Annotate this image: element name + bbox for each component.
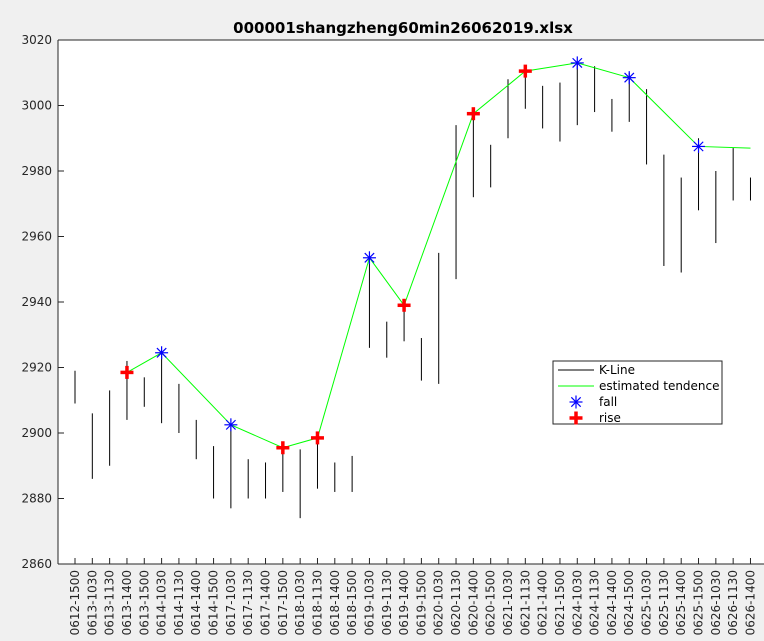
x-tick-label: 0621-1400 [536,570,550,635]
y-tick-label: 2860 [21,557,52,571]
fall-marker [224,418,238,432]
rise-marker [276,441,290,455]
x-tick-label: 0618-1130 [310,570,324,635]
legend-rise-symbol [569,411,583,425]
x-tick-label: 0619-1030 [362,570,376,635]
legend-tendence-label: estimated tendence [599,379,720,393]
x-tick-label: 0620-1030 [432,570,446,635]
y-tick-label: 2880 [21,492,52,506]
y-axis-ticks: 2860 2880 2900 2920 2940 2960 2980 3000 3020 [21,33,64,571]
plot-axes[interactable]: 2860 2880 2900 2920 2940 2960 2980 3000 3020 061… [21,33,764,635]
fall-marker-stroke [225,419,236,430]
x-tick-label: 0624-1030 [570,570,584,635]
rise-marker [397,298,411,312]
fall-marker [155,346,169,360]
x-tick-label: 0617-1500 [276,570,290,635]
x-tick-label: 0618-1500 [345,570,359,635]
x-tick-label: 0618-1400 [328,570,342,635]
x-axis-ticks: 0612-1500 0613-1030 0613-1130 0613-1400 0613… [68,558,757,635]
x-tick-label: 0626-1130 [726,570,740,635]
x-tick-label: 0619-1500 [414,570,428,635]
legend-rise-label: rise [599,411,621,425]
fall-marker-stroke [693,141,704,152]
y-tick-label: 2960 [21,230,52,244]
x-tick-label: 0621-1500 [553,570,567,635]
x-tick-label: 0614-1400 [189,570,203,635]
x-tick-label: 0614-1030 [155,570,169,635]
rise-marker [466,107,480,121]
y-tick-label: 2920 [21,361,52,375]
x-tick-label: 0620-1400 [466,570,480,635]
x-tick-label: 0613-1400 [120,570,134,635]
plot-area [58,40,764,564]
x-tick-label: 0626-1400 [743,570,757,635]
x-tick-label: 0626-1030 [709,570,723,635]
x-tick-label: 0619-1130 [380,570,394,635]
chart-title: 000001shangzheng60min26062019.xlsx [233,19,573,37]
legend: K-Line estimated tendence fall rise [552,360,723,425]
marker-layer [120,56,706,455]
x-tick-label: 0619-1400 [397,570,411,635]
legend-rise-marker [569,411,583,425]
x-tick-label: 0624-1400 [605,570,619,635]
x-tick-label: 0618-1030 [293,570,307,635]
fall-marker [622,71,636,85]
x-tick-label: 0614-1130 [172,570,186,635]
fall-marker-stroke [364,252,375,263]
legend-fall-marker [569,395,583,409]
x-tick-label: 0612-1500 [68,570,82,635]
fall-marker-stroke [624,72,635,83]
x-tick-label: 0613-1030 [85,570,99,635]
fall-marker-stroke [156,347,167,358]
x-tick-label: 0621-1030 [501,570,515,635]
x-tick-label: 0620-1500 [484,570,498,635]
x-tick-label: 0620-1130 [449,570,463,635]
fall-marker [692,139,706,153]
y-tick-label: 3020 [21,33,52,47]
x-tick-label: 0617-1130 [241,570,255,635]
x-tick-label: 0624-1130 [588,570,602,635]
legend-fall-label: fall [599,395,617,409]
x-tick-label: 0625-1400 [674,570,688,635]
x-tick-label: 0624-1500 [622,570,636,635]
x-tick-label: 0613-1500 [137,570,151,635]
x-tick-label: 0613-1130 [103,570,117,635]
x-tick-label: 0625-1130 [657,570,671,635]
x-tick-label: 0614-1500 [207,570,221,635]
legend-fall-symbol [569,395,583,409]
fall-marker-stroke [572,57,583,69]
rise-marker [310,431,324,445]
rise-marker [518,64,532,78]
y-tick-label: 3000 [21,99,52,113]
x-tick-label: 0617-1400 [259,570,273,635]
fall-marker-stroke [570,396,582,408]
legend-kline-label: K-Line [599,363,635,377]
legend-box [552,360,723,425]
x-tick-label: 0625-1030 [640,570,654,635]
x-tick-label: 0621-1130 [518,570,532,635]
y-tick-label: 2940 [21,295,52,309]
y-tick-label: 2900 [21,426,52,440]
y-tick-label: 2980 [21,164,52,178]
x-tick-label: 0617-1030 [224,570,238,635]
rise-marker [120,365,134,379]
fall-marker [362,251,376,265]
x-tick-label: 0625-1500 [692,570,706,635]
fall-marker [570,56,584,70]
